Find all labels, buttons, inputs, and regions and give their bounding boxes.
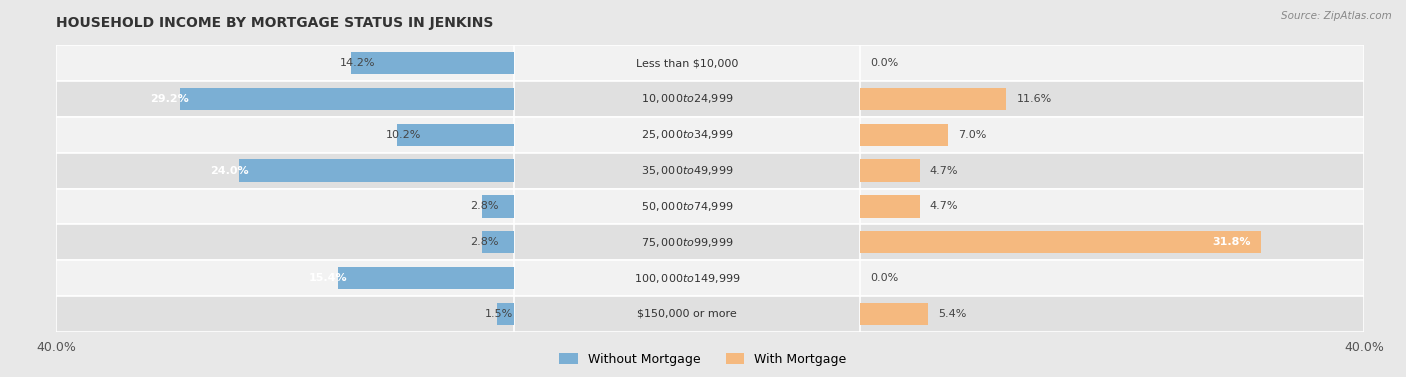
Text: Source: ZipAtlas.com: Source: ZipAtlas.com	[1281, 11, 1392, 21]
Bar	[860, 231, 1261, 253]
Text: 4.7%: 4.7%	[929, 166, 957, 176]
Bar	[56, 45, 513, 81]
Text: Less than $10,000: Less than $10,000	[636, 58, 738, 68]
Bar	[860, 296, 1364, 332]
Text: 2.8%: 2.8%	[471, 201, 499, 211]
Bar	[56, 260, 513, 296]
Text: $25,000 to $34,999: $25,000 to $34,999	[641, 128, 734, 141]
Bar	[860, 195, 920, 218]
Bar	[352, 52, 513, 74]
Bar	[513, 188, 860, 224]
Bar	[56, 296, 513, 332]
Bar	[513, 224, 860, 260]
Bar	[860, 159, 920, 182]
Text: 29.2%: 29.2%	[150, 94, 188, 104]
Bar	[482, 195, 513, 218]
Text: 2.8%: 2.8%	[471, 237, 499, 247]
Bar	[337, 267, 513, 289]
Bar	[860, 303, 928, 325]
Text: $10,000 to $24,999: $10,000 to $24,999	[641, 92, 734, 106]
Text: $100,000 to $149,999: $100,000 to $149,999	[634, 271, 741, 285]
Bar	[56, 188, 513, 224]
Bar	[860, 188, 1364, 224]
Bar	[513, 260, 860, 296]
Legend: Without Mortgage, With Mortgage: Without Mortgage, With Mortgage	[554, 348, 852, 371]
Text: 1.5%: 1.5%	[485, 309, 513, 319]
Bar	[860, 224, 1364, 260]
Bar	[860, 45, 1364, 81]
Text: 15.4%: 15.4%	[308, 273, 347, 283]
Text: 14.2%: 14.2%	[340, 58, 375, 68]
Bar	[56, 224, 513, 260]
Bar	[482, 231, 513, 253]
Bar	[239, 159, 513, 182]
Text: 10.2%: 10.2%	[385, 130, 422, 140]
Text: HOUSEHOLD INCOME BY MORTGAGE STATUS IN JENKINS: HOUSEHOLD INCOME BY MORTGAGE STATUS IN J…	[56, 16, 494, 30]
Text: $150,000 or more: $150,000 or more	[637, 309, 737, 319]
Bar	[860, 124, 949, 146]
Bar	[396, 124, 513, 146]
Bar	[860, 117, 1364, 153]
Bar	[860, 153, 1364, 188]
Bar	[180, 88, 513, 110]
Text: 4.7%: 4.7%	[929, 201, 957, 211]
Bar	[860, 260, 1364, 296]
Bar	[56, 81, 513, 117]
Bar	[513, 117, 860, 153]
Bar	[513, 45, 860, 81]
Bar	[860, 81, 1364, 117]
Text: $35,000 to $49,999: $35,000 to $49,999	[641, 164, 734, 177]
Text: 7.0%: 7.0%	[959, 130, 987, 140]
Text: 5.4%: 5.4%	[938, 309, 967, 319]
Bar	[513, 153, 860, 188]
Text: $75,000 to $99,999: $75,000 to $99,999	[641, 236, 734, 249]
Text: 11.6%: 11.6%	[1017, 94, 1052, 104]
Text: 0.0%: 0.0%	[870, 58, 898, 68]
Bar	[860, 88, 1007, 110]
Text: 31.8%: 31.8%	[1212, 237, 1250, 247]
Bar	[56, 117, 513, 153]
Text: 0.0%: 0.0%	[870, 273, 898, 283]
Text: $50,000 to $74,999: $50,000 to $74,999	[641, 200, 734, 213]
Text: 24.0%: 24.0%	[209, 166, 249, 176]
Bar	[56, 153, 513, 188]
Bar	[496, 303, 513, 325]
Bar	[513, 296, 860, 332]
Bar	[513, 81, 860, 117]
